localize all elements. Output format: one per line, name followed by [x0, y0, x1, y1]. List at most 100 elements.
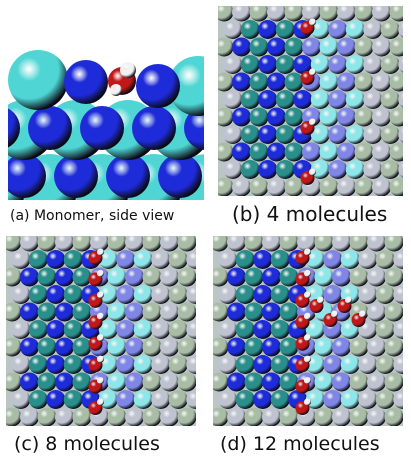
surface-atom [244, 236, 264, 252]
surface-atom [6, 302, 22, 322]
hydrogen-atom [331, 310, 338, 318]
surface-atom [227, 372, 246, 392]
surface-atom [393, 355, 403, 374]
surface-atom [384, 372, 403, 392]
surface-atom [253, 390, 273, 409]
surface-atom [328, 160, 348, 179]
surface-atom [142, 267, 162, 287]
surface-atom [349, 407, 369, 426]
surface-atom [340, 390, 360, 409]
surface-atom [116, 250, 136, 269]
hydrogen-atom [97, 248, 104, 256]
surface-atom [218, 250, 238, 269]
surface-atom [340, 355, 360, 374]
surface-atom [63, 285, 83, 304]
hydrogen-atom [359, 310, 366, 318]
surface-atom [28, 355, 48, 374]
surface-atom [249, 107, 269, 127]
surface-atom [345, 125, 365, 144]
surface-atom [235, 355, 255, 374]
surface-atom [240, 125, 260, 144]
surface-atom [90, 236, 109, 252]
surface-atom [11, 285, 31, 304]
surface-atom [293, 90, 313, 109]
surface-atom [270, 285, 290, 304]
surface-atom [98, 390, 118, 409]
surface-atom [270, 320, 290, 339]
surface-atom [232, 37, 251, 57]
surface-atom [20, 337, 39, 357]
surface-atom [72, 337, 92, 357]
surface-atom [158, 154, 202, 198]
surface-atom [72, 302, 92, 322]
surface-atom [354, 177, 374, 196]
surface-atom [177, 372, 196, 392]
surface-atom [319, 142, 339, 162]
surface-atom [310, 20, 330, 39]
surface-atom [337, 37, 356, 57]
surface-atom [398, 56, 403, 73]
surface-atom [116, 285, 136, 304]
surface-atom [116, 390, 136, 409]
surface-atom [125, 407, 144, 426]
surface-atom [337, 142, 356, 162]
surface-atom [98, 285, 118, 304]
surface-atom [28, 320, 48, 339]
surface-atom [367, 302, 386, 322]
surface-atom [267, 37, 286, 57]
surface-atom [186, 250, 196, 269]
surface-atom [11, 355, 31, 374]
surface-atom [142, 236, 162, 252]
surface-atom [328, 90, 348, 109]
surface-atom [72, 372, 92, 392]
hydrogen-atom [309, 68, 316, 76]
surface-atom [136, 64, 180, 108]
surface-atom [11, 390, 31, 409]
surface-atom [142, 372, 162, 392]
hydrogen-atom [317, 296, 324, 304]
surface-atom [267, 107, 286, 127]
surface-atom [223, 20, 243, 39]
surface-atom [227, 236, 246, 252]
surface-atom [340, 250, 360, 269]
hydrogen-atom [110, 84, 122, 96]
surface-atom [213, 302, 229, 322]
surface-atom [319, 6, 339, 22]
surface-atom [240, 55, 260, 74]
surface-atom [275, 55, 295, 74]
surface-atom [133, 285, 153, 304]
surface-atom [223, 160, 243, 179]
surface-atom [398, 21, 403, 38]
caption-b: (b) 4 molecules [232, 202, 388, 226]
surface-atom [55, 407, 74, 426]
surface-atom [372, 142, 391, 162]
surface-atom [279, 337, 299, 357]
surface-atom [262, 236, 281, 252]
surface-atom [160, 236, 179, 252]
surface-atom [284, 142, 304, 162]
hydrogen-atom [304, 269, 311, 277]
surface-atom [63, 250, 83, 269]
surface-atom [20, 267, 39, 287]
surface-atom [186, 320, 196, 339]
surface-atom [232, 142, 251, 162]
surface-atom [46, 285, 66, 304]
surface-atom [354, 107, 374, 127]
hydrogen-atom [304, 355, 311, 363]
surface-atom [337, 177, 356, 196]
surface-atom [328, 125, 348, 144]
surface-atom [20, 302, 39, 322]
surface-atom [380, 90, 400, 109]
surface-atom [107, 407, 127, 426]
surface-atom [267, 177, 286, 196]
surface-atom [398, 126, 403, 143]
surface-atom [46, 250, 66, 269]
surface-atom [267, 6, 286, 22]
surface-atom [249, 177, 269, 196]
surface-atom [107, 337, 127, 357]
surface-atom [372, 37, 391, 57]
surface-atom [367, 236, 386, 252]
surface-atom [133, 390, 153, 409]
surface-atom [55, 236, 74, 252]
hydrogen-atom [120, 62, 136, 78]
